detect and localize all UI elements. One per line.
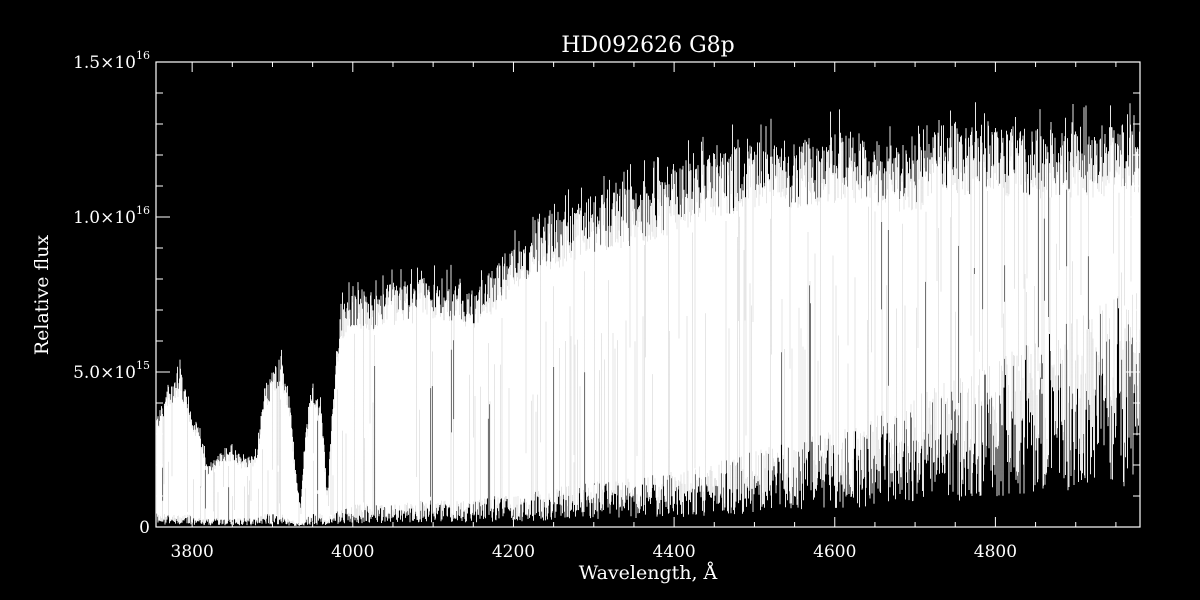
x-tick-label: 4200 [492,542,535,562]
y-tick-label: 1.0×1016 [73,204,150,228]
y-tick-label: 1.5×1016 [73,49,150,73]
x-tick-label: 3800 [171,542,214,562]
y-tick-mantissa: 0 [139,518,150,538]
y-axis-label: Relative flux [31,235,53,356]
x-tick-label: 4800 [974,542,1017,562]
x-tick-label: 4400 [652,542,695,562]
y-tick-exponent: 16 [136,204,150,217]
y-tick-mantissa: 1.0×10 [73,208,136,228]
y-tick-mantissa: 5.0×10 [73,363,136,383]
y-tick-label: 5.0×1015 [73,359,150,383]
spectrum-line [156,102,1140,526]
y-tick-exponent: 16 [136,49,150,62]
axis-ticks: 3800 4000 4200 4400 4600 480005.0×10151.0×101… [73,49,1140,562]
plot-frame [155,61,1141,528]
x-tick-label: 4600 [813,542,856,562]
y-tick-mantissa: 1.5×10 [73,53,136,73]
x-axis-label: Wavelength, Å [579,562,718,584]
spectrum-series [156,102,1140,526]
y-tick-exponent: 15 [136,359,150,372]
chart-title: HD092626 G8p [561,33,734,58]
x-tick-label: 4000 [331,542,374,562]
y-tick-label: 0 [139,518,150,538]
